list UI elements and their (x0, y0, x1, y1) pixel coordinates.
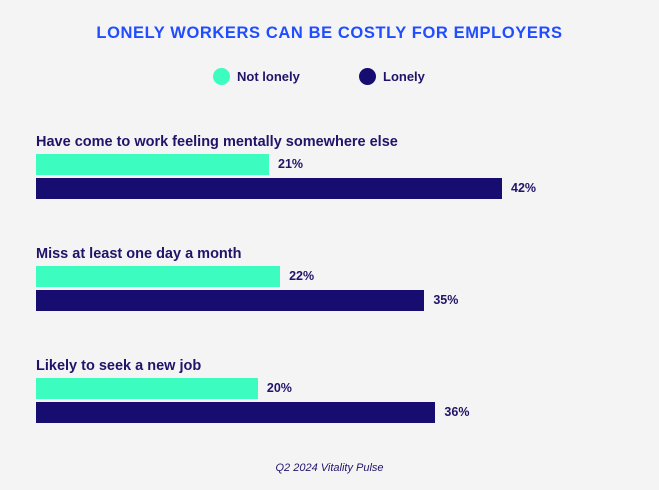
data-label: 20% (266, 381, 292, 395)
category-label: Likely to seek a new job (36, 358, 202, 374)
legend-swatch-lonely (359, 68, 376, 85)
bar-not-lonely (36, 266, 281, 287)
bar-not-lonely (36, 154, 269, 175)
bar-not-lonely (36, 378, 258, 399)
legend-item-not-lonely: Not lonely (213, 68, 300, 85)
category-label: Have come to work feeling mentally somew… (36, 134, 398, 150)
data-label: 22% (289, 269, 315, 283)
data-label: 21% (278, 157, 304, 171)
legend-label-not-lonely: Not lonely (237, 69, 300, 84)
data-label: 36% (444, 405, 470, 419)
bar-lonely (36, 290, 425, 311)
bar-lonely (36, 402, 436, 423)
bar-lonely (36, 178, 502, 199)
source-note: Q2 2024 Vitality Pulse (275, 462, 384, 474)
chart-title: LONELY WORKERS CAN BE COSTLY FOR EMPLOYE… (96, 24, 563, 42)
legend-item-lonely: Lonely (359, 68, 425, 85)
legend-swatch-not-lonely (213, 68, 230, 85)
category-label: Miss at least one day a month (36, 246, 242, 262)
legend-label-lonely: Lonely (383, 69, 425, 84)
data-label: 35% (433, 293, 459, 307)
data-label: 42% (511, 181, 537, 195)
